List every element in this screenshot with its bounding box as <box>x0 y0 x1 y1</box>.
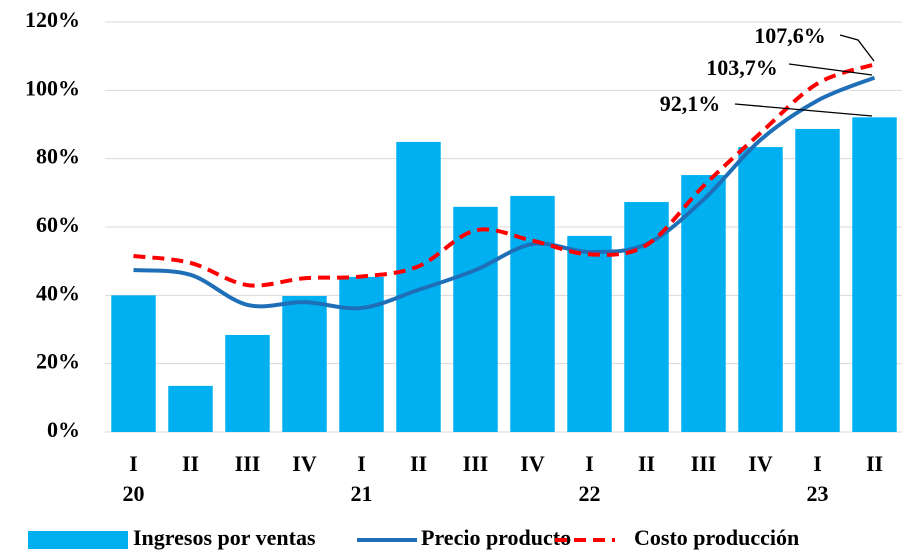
x-tick-label: II <box>638 451 655 476</box>
x-tick-label: I <box>129 451 138 476</box>
year-label: 22 <box>579 481 601 506</box>
data-label: 92,1% <box>660 91 721 116</box>
y-tick-label: 0% <box>47 417 80 442</box>
x-tick-label: III <box>691 451 717 476</box>
legend-label: Costo producción <box>634 525 799 550</box>
y-tick-label: 120% <box>25 7 80 32</box>
bar <box>567 235 612 432</box>
x-tick-label: II <box>182 451 199 476</box>
y-tick-label: 20% <box>36 349 80 374</box>
bar <box>111 295 156 432</box>
data-label: 107,6% <box>754 23 826 48</box>
year-label: 20 <box>123 481 145 506</box>
bar <box>681 175 726 433</box>
x-tick-label: IV <box>748 451 773 476</box>
data-label: 103,7% <box>706 55 778 80</box>
leader-line <box>839 34 875 62</box>
y-tick-label: 100% <box>25 75 80 100</box>
x-tick-label: I <box>585 451 594 476</box>
year-label: 21 <box>351 481 373 506</box>
x-tick-label: III <box>463 451 489 476</box>
x-tick-label: IV <box>520 451 545 476</box>
x-tick-label: I <box>813 451 822 476</box>
x-tick-label: III <box>235 451 261 476</box>
legend-label: Precio producto <box>421 525 571 550</box>
x-tick-label: II <box>866 451 883 476</box>
bar <box>396 141 441 433</box>
bar <box>453 206 498 432</box>
y-tick-label: 80% <box>36 144 80 169</box>
leader-line <box>788 63 873 76</box>
bar <box>795 128 840 433</box>
y-tick-label: 60% <box>36 212 80 237</box>
leader-line <box>734 103 873 117</box>
x-tick-label: I <box>357 451 366 476</box>
bar <box>282 296 327 432</box>
bar <box>510 195 555 432</box>
legend-swatch <box>28 531 128 549</box>
bar <box>339 276 384 432</box>
line <box>133 62 876 288</box>
bar <box>852 117 897 432</box>
x-tick-label: II <box>410 451 427 476</box>
bar <box>738 147 783 433</box>
bar <box>624 202 669 432</box>
bar <box>168 385 213 432</box>
y-tick-label: 40% <box>36 280 80 305</box>
year-label: 23 <box>807 481 829 506</box>
x-tick-label: IV <box>292 451 317 476</box>
bar <box>225 334 270 432</box>
line <box>133 75 876 311</box>
legend-label: Ingresos por ventas <box>133 525 316 550</box>
